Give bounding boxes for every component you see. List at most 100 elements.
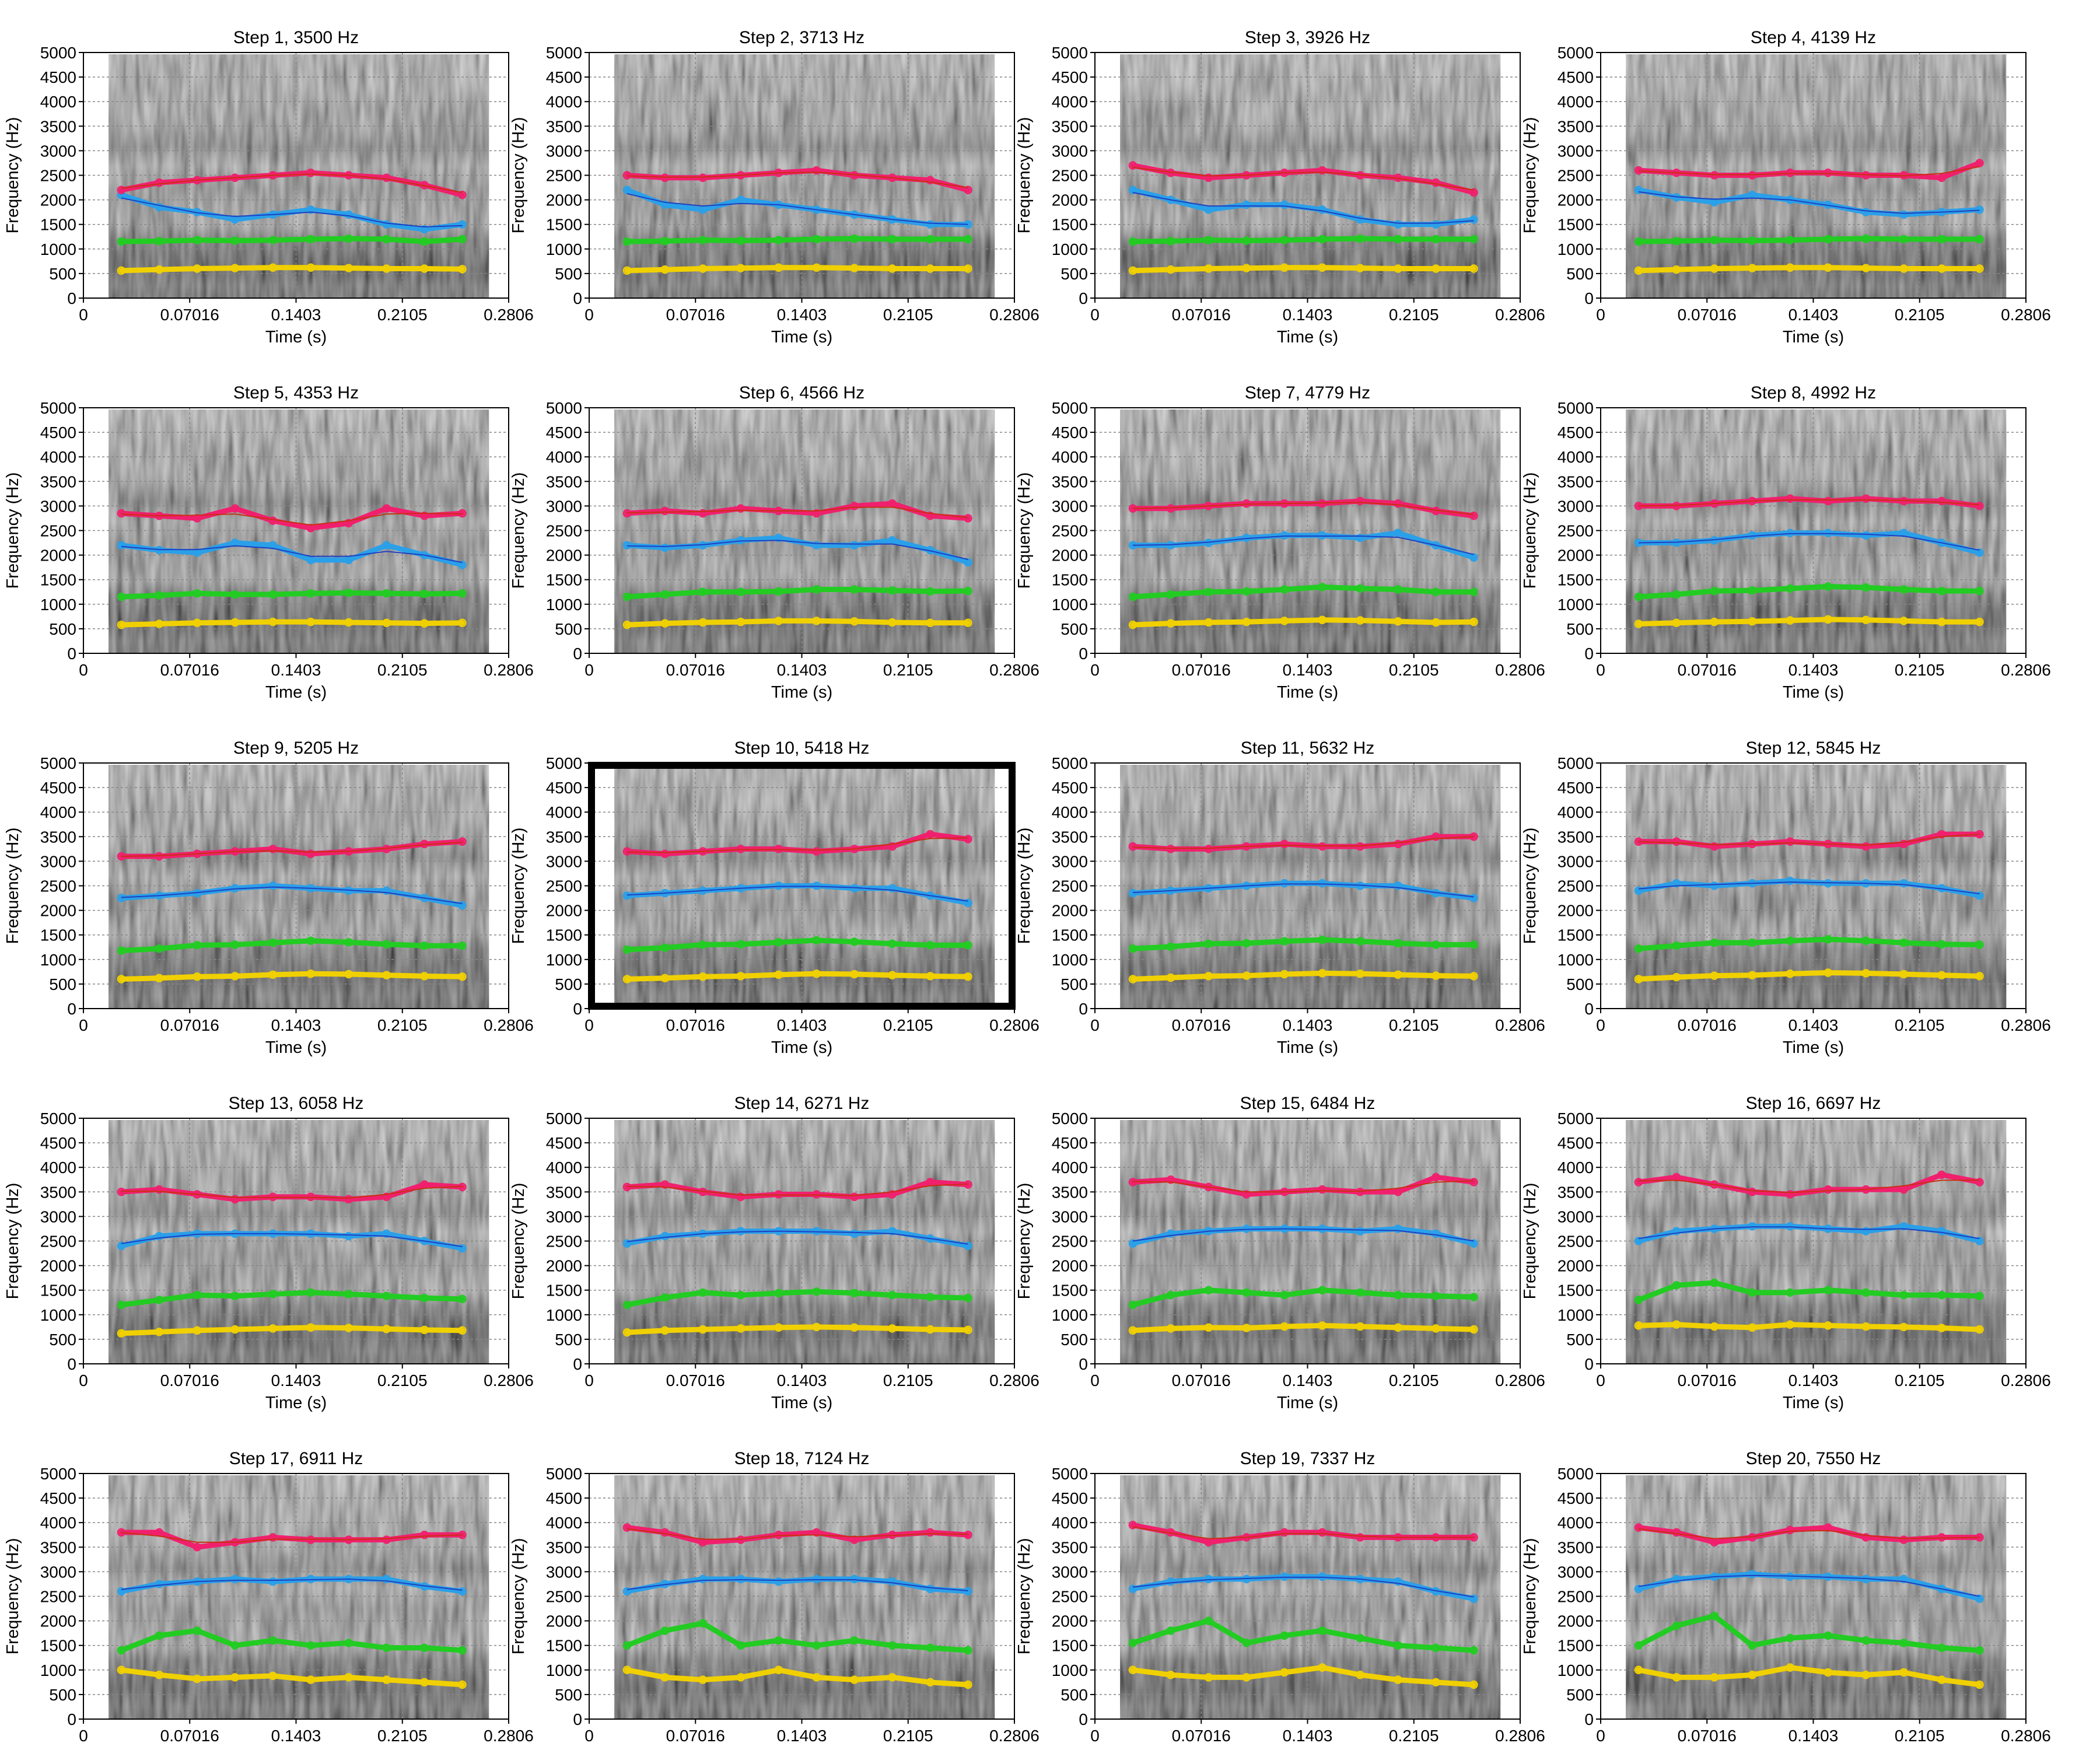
data-point [660,1626,670,1635]
x-axis-label: Time (s) [771,1394,832,1412]
y-tick-label: 4500 [1558,779,1594,797]
y-axis-label: Frequency (Hz) [1521,828,1539,944]
data-point [1242,939,1251,948]
data-point [230,1195,240,1204]
data-point [458,1680,467,1689]
x-tick-label: 0.1403 [271,1016,321,1034]
data-point [964,1293,972,1303]
y-tick-label: 2000 [546,1612,582,1630]
series-f4 [1128,1172,1478,1199]
data-point [1710,938,1719,947]
y-tick-label: 1500 [1052,926,1088,944]
data-point [1824,1321,1832,1330]
data-point [344,519,353,528]
x-tick-label: 0.2806 [2001,1727,2051,1745]
y-tick-label: 500 [555,1686,582,1704]
y-tick-label: 4000 [40,803,76,821]
series-f4-line [624,167,971,193]
data-point [1937,586,1946,596]
data-point [1634,266,1643,275]
data-point [268,845,278,853]
data-point [1394,939,1402,948]
data-point [1356,584,1364,593]
data-point [1356,1188,1364,1196]
y-tick-label: 4500 [1052,424,1088,442]
data-point [1824,1668,1832,1677]
x-tick-label: 0.2105 [883,306,933,324]
data-point [1318,263,1326,272]
data-point [268,1636,278,1645]
data-point [1280,236,1289,244]
data-point [850,937,859,946]
data-point [1280,1572,1289,1581]
data-point [117,620,126,629]
data-point [1975,940,1984,949]
data-point [1786,616,1795,625]
series-f2-line [118,1628,466,1653]
data-point [1899,1639,1908,1647]
y-tick-label: 5000 [546,1110,582,1128]
data-point [382,541,391,550]
y-tick-label: 5000 [1052,1465,1088,1483]
y-axis-label: Frequency (Hz) [509,1183,528,1300]
series-f1-line [624,971,971,982]
y-tick-label: 2000 [1052,547,1088,565]
data-point [344,264,353,272]
data-point [230,236,240,245]
y-tick-label: 3000 [546,497,582,515]
data-point [888,1290,897,1300]
data-point [117,1587,126,1596]
y-tick-label: 0 [1584,1710,1594,1728]
y-tick-label: 5000 [1052,1110,1088,1128]
y-tick-label: 4500 [40,1134,76,1152]
data-point [850,617,859,626]
data-point [382,173,391,182]
data-point [660,1231,670,1241]
data-point [736,1673,746,1682]
data-point [306,969,315,978]
x-axis-label: Time (s) [771,683,832,702]
spectrogram-texture [1120,765,1501,1009]
data-point [268,1192,278,1201]
data-point [268,1671,278,1681]
panel-step-17: Step 17, 6911 Hz 0 500 1000 1500 2000 2500 3000… [4,1449,534,1750]
y-tick-label: 2500 [40,522,76,540]
y-tick-label: 0 [1584,1355,1594,1373]
series-f1 [622,1665,972,1689]
y-tick-label: 2500 [40,1233,76,1251]
y-tick-label: 3000 [1558,1208,1594,1226]
data-point [660,1180,670,1189]
series-f3-track [121,886,463,905]
x-tick-label: 0.07016 [1172,1727,1231,1745]
data-point [888,1673,897,1682]
x-tick-label: 0.07016 [1172,306,1231,324]
data-point [736,845,746,853]
data-point [660,543,670,552]
data-point [888,1324,897,1333]
data-point [1356,1227,1364,1236]
series-f4-track [1132,836,1474,849]
series-f1-line [1636,970,1983,982]
series-f4-track [121,513,463,526]
data-point [698,236,708,244]
data-point [774,1665,783,1675]
series-f3 [1634,876,1984,900]
series-f3 [117,538,467,569]
data-point [155,1328,164,1336]
y-tick-label: 1000 [1558,240,1594,258]
y-tick-label: 2500 [1052,167,1088,185]
spectrogram-texture [1120,1120,1501,1364]
data-point [1634,237,1643,246]
data-point [736,1192,746,1201]
data-point [230,1641,240,1650]
y-tick-label: 0 [67,1000,76,1018]
y-tick-label: 4000 [1558,1158,1594,1177]
data-point [268,1533,278,1542]
y-tick-label: 2500 [546,1233,582,1251]
data-point [622,891,632,900]
series-f4-line [624,1179,971,1200]
data-point [1710,1673,1719,1682]
x-axis-label: Time (s) [1783,1749,1844,1750]
series-f3-track [626,540,968,560]
data-point [1824,235,1832,244]
